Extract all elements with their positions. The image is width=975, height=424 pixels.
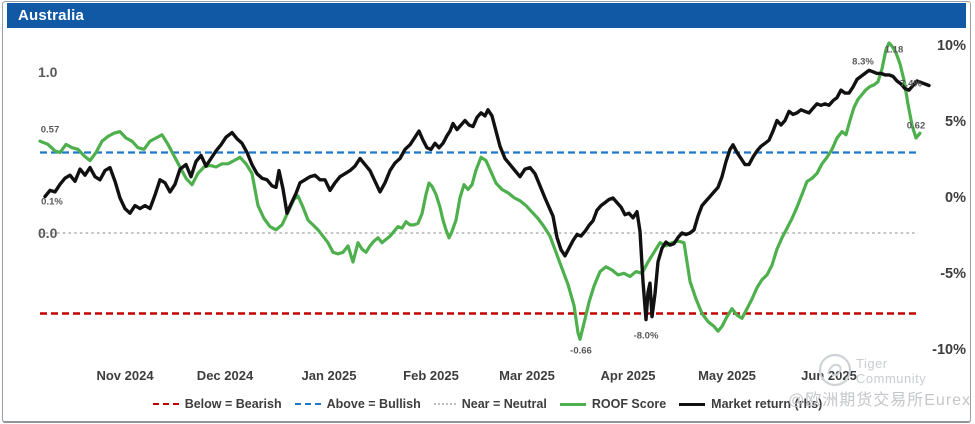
legend-item-label: Market return (rhs) [711, 397, 823, 411]
y-axis-tick-left: 1.0 [38, 64, 58, 80]
legend-item: Near = Neutral [433, 397, 547, 411]
market-return-line [43, 68, 931, 322]
data-label: 7.4% [900, 78, 922, 90]
legend-item-label: ROOF Score [591, 397, 667, 411]
data-label: 1.18 [884, 44, 904, 56]
x-axis-tick: May 2025 [698, 368, 756, 383]
legend-item-label: Above = Bullish [326, 397, 421, 411]
data-label: 8.3% [852, 56, 874, 68]
y-axis-tick-right: -10% [932, 342, 966, 358]
roof-score-line [38, 41, 922, 341]
x-axis-tick: Apr 2025 [600, 368, 656, 383]
legend-item: Below = Bearish [152, 397, 282, 411]
legend-dash-sample-icon [152, 403, 179, 405]
x-axis-tick: Jun 2025 [801, 368, 857, 383]
x-axis-tick: Feb 2025 [403, 368, 459, 383]
legend-item: Above = Bullish [294, 397, 421, 411]
legend-dot-sample-icon [433, 403, 456, 405]
data-label: 0.62 [906, 120, 926, 132]
y-axis-tick-right: 0% [945, 190, 966, 206]
data-label: -0.66 [570, 345, 592, 357]
x-axis-tick: Nov 2024 [96, 368, 154, 383]
chart-title-bar: Australia [7, 3, 966, 28]
legend-item-label: Near = Neutral [461, 397, 547, 411]
y-axis-tick-left: 0.0 [38, 225, 58, 241]
legend-item: ROOF Score [559, 397, 667, 411]
data-label: -8.0% [633, 330, 659, 342]
data-label: 0.1% [41, 196, 63, 208]
y-axis-tick-right: 5% [945, 114, 966, 130]
chart-legend: Below = Bearish Above = Bullish Near = Neu… [0, 397, 975, 411]
page-title: Australia [18, 7, 84, 24]
x-axis-tick: Dec 2024 [196, 368, 254, 383]
legend-item: Market return (rhs) [679, 397, 822, 411]
x-axis-tick: Jan 2025 [301, 368, 357, 383]
legend-line-sample-icon [559, 402, 586, 406]
y-axis-tick-right: -5% [940, 266, 966, 282]
legend-dash-sample-icon [294, 403, 321, 405]
legend-item-label: Below = Bearish [184, 397, 282, 411]
legend-line-sample-icon [679, 402, 706, 406]
y-axis-tick-right: 10% [936, 38, 966, 54]
data-label: 0.57 [40, 124, 60, 136]
x-axis-tick: Mar 2025 [499, 368, 555, 383]
